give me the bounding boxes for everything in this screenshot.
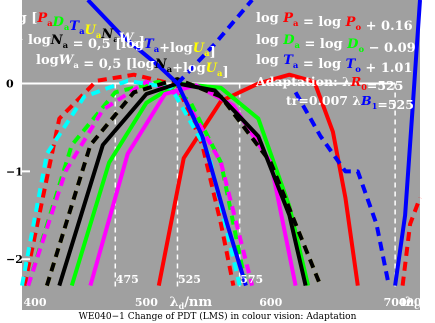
series-layer xyxy=(20,0,422,287)
title-left-line1: log [PaDaTaUaNaWa] xyxy=(4,11,145,50)
series-line-5 xyxy=(26,79,255,287)
title-right-line2: log Da = log Do − 0.09 xyxy=(256,33,416,56)
series-line-0 xyxy=(156,72,360,286)
x-tick-label-2: 600 xyxy=(259,296,282,309)
series-line-13 xyxy=(393,0,422,286)
title-right-line4: Adaptation: λR0=525 xyxy=(255,74,403,93)
figure-caption: WE040−1 Change of PDT (LMS) in colour vi… xyxy=(0,311,435,323)
marker-label-475: 475 xyxy=(116,273,139,286)
series-line-14 xyxy=(400,196,422,286)
x-tick-label-1: 500 xyxy=(135,296,158,309)
title-right-line3: log Ta = log To + 1.01 xyxy=(256,53,413,76)
title-right-line1: log Pa = log Po + 0.16 xyxy=(256,11,413,34)
x-axis-label-2: λc/nm xyxy=(405,295,435,311)
title-right-line5: tr=0.007 λB1=525 xyxy=(286,93,414,112)
marker-label-525: 525 xyxy=(178,273,201,286)
series-line-11 xyxy=(176,0,254,85)
titles: log [PaDaTaUaNaWa]logNa = 0,5 [logTa+log… xyxy=(4,11,416,112)
series-line-3 xyxy=(26,79,248,287)
arrow-up-icon xyxy=(13,32,23,50)
series-line-9 xyxy=(57,81,308,287)
x-axis-label-1: λd/nm xyxy=(169,295,212,311)
marker-label-575: 575 xyxy=(240,273,263,286)
series-line-12 xyxy=(293,91,391,286)
y-tick-label-1: −1 xyxy=(6,165,23,178)
series-line-1 xyxy=(22,72,236,287)
y-ticks: 0 −1 −2 xyxy=(6,77,30,266)
x-tick-label-0: 400 xyxy=(24,296,47,309)
x-tick-label-3: 700 xyxy=(384,296,407,309)
y-tick-label-2: −2 xyxy=(6,253,23,266)
x-tick-label-4: 400 xyxy=(399,296,422,309)
y-tick-label-0: 0 xyxy=(6,77,14,90)
title-left-line2: logNa = 0,5 [logTa+logUa] xyxy=(28,33,216,60)
title-left-line3: logWa = 0,5 [logNa+logUa] xyxy=(36,53,229,80)
